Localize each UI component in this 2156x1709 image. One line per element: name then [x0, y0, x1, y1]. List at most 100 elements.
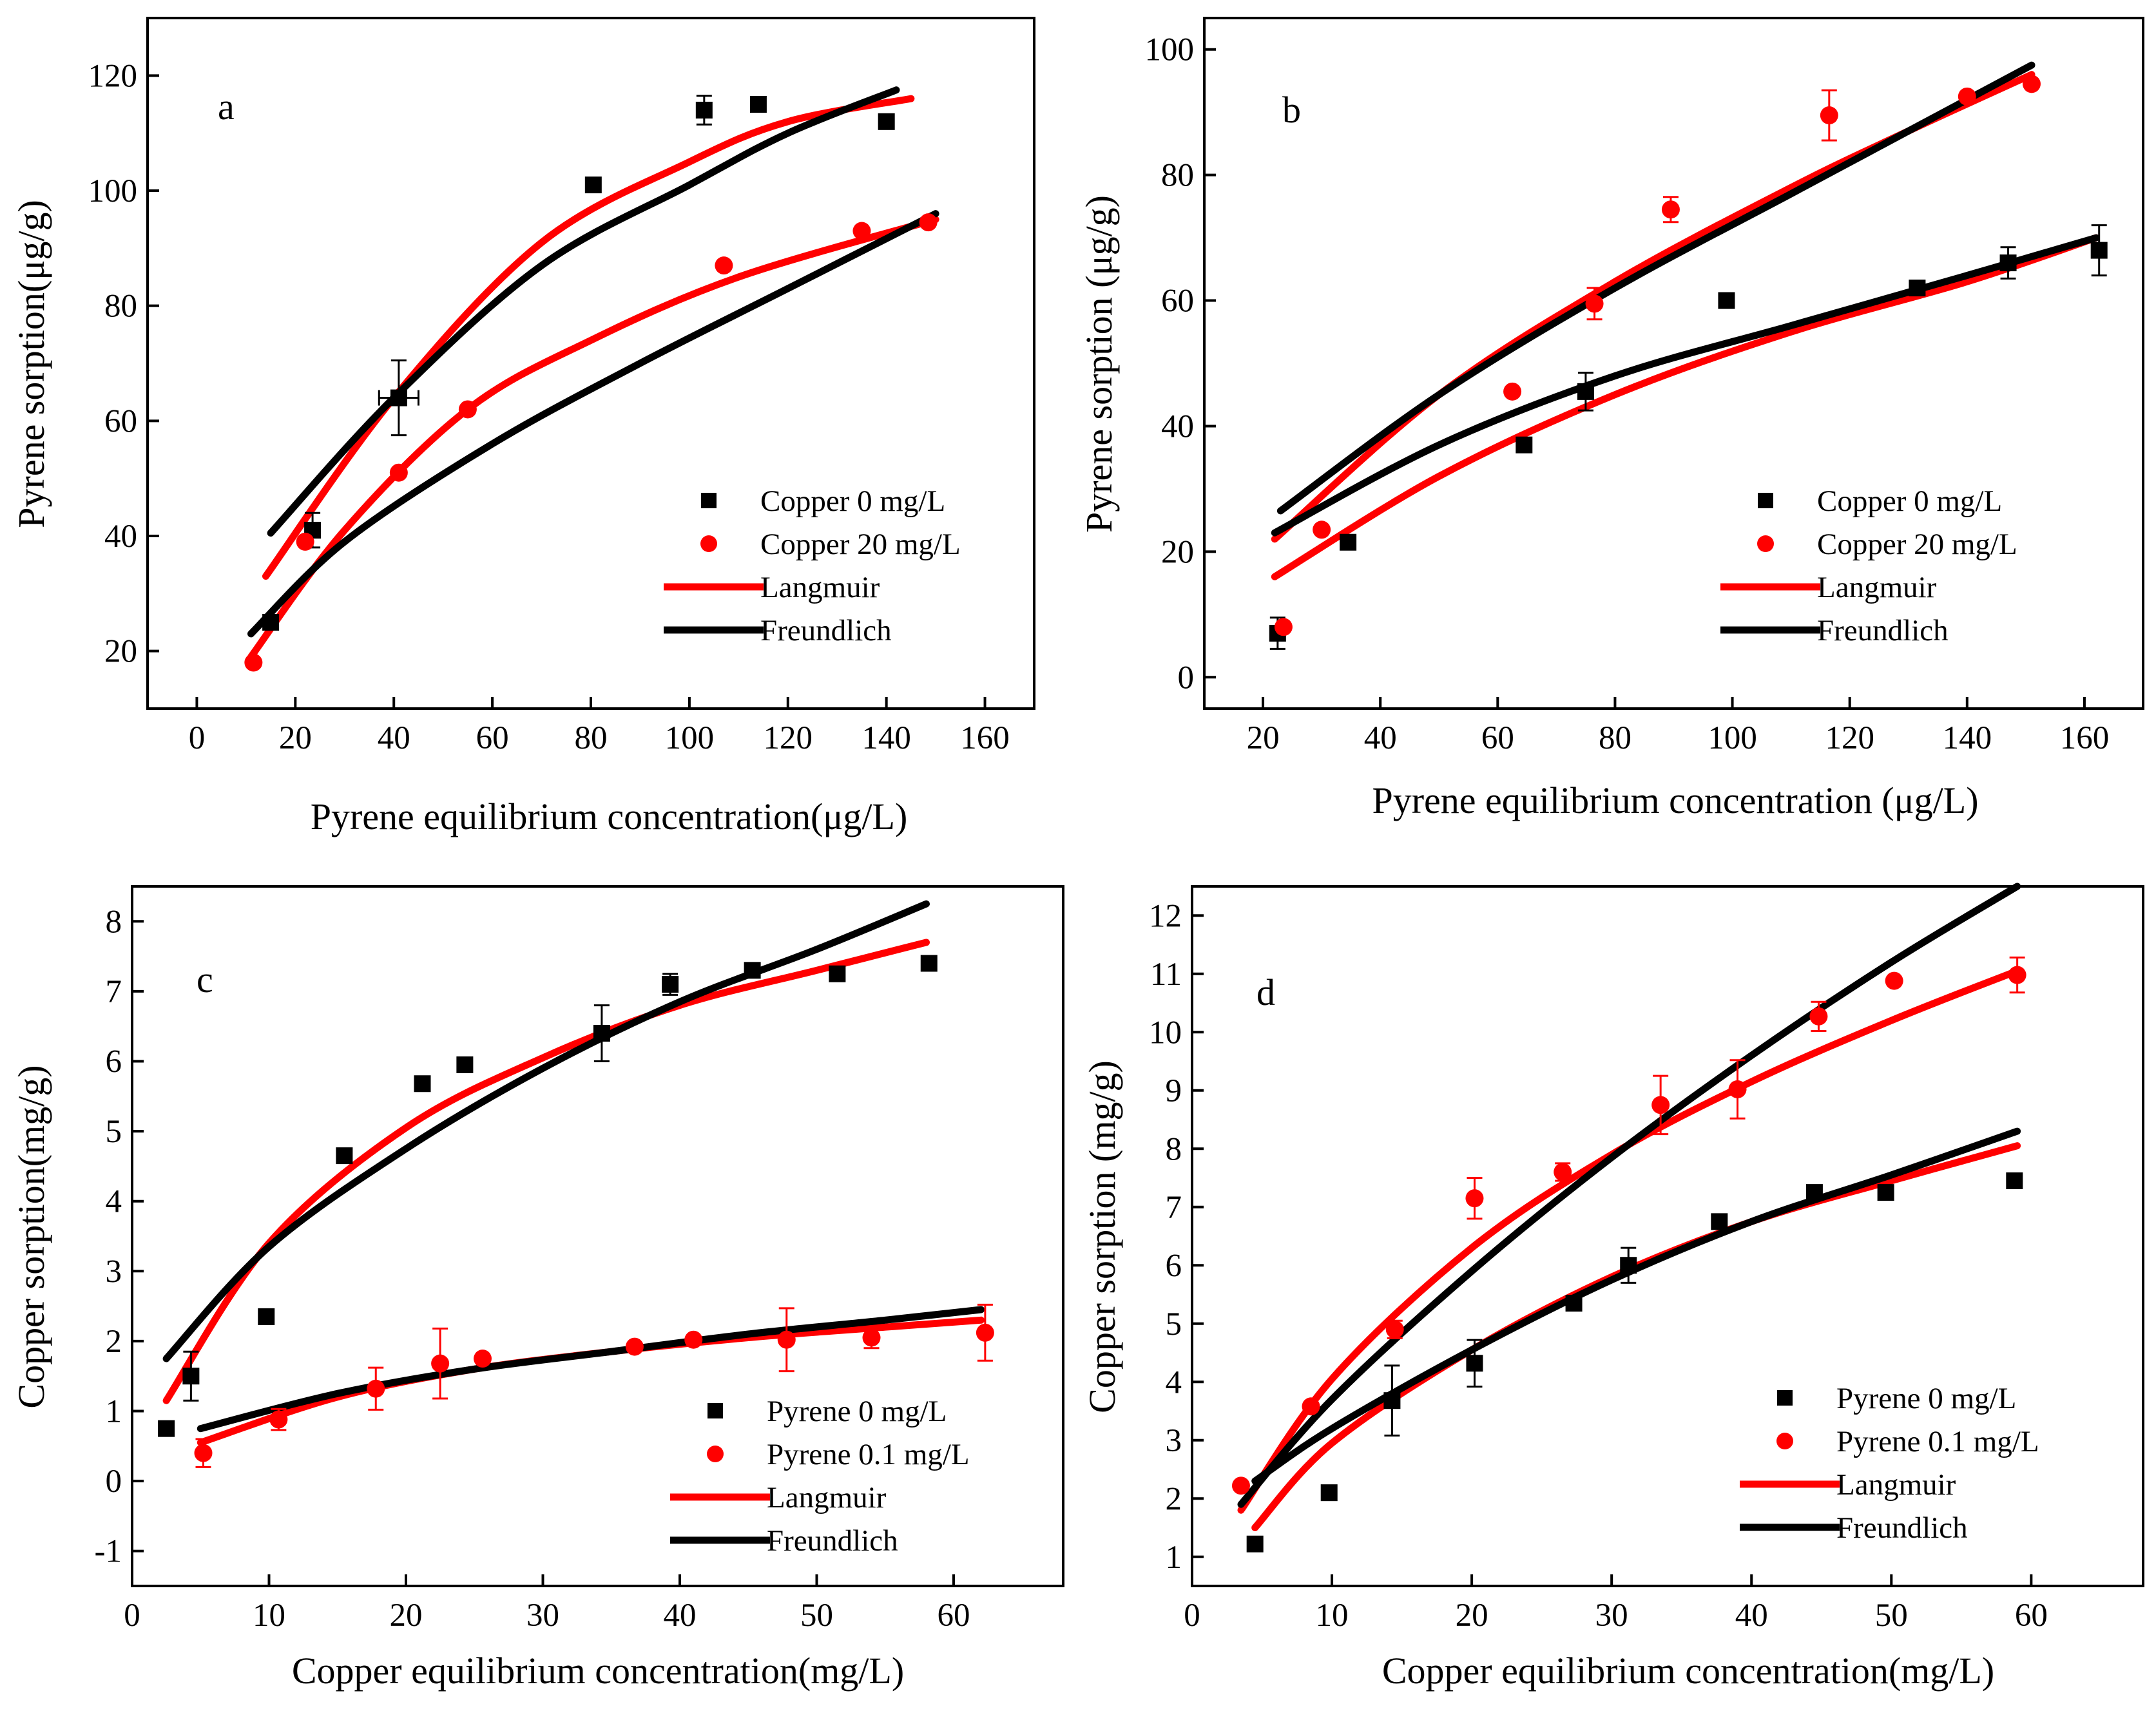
fit-curve-freundlich	[1276, 61, 2036, 515]
x-tick-label: 140	[861, 720, 911, 756]
data-point-circle	[458, 400, 477, 419]
data-point-circle	[1465, 1189, 1484, 1208]
x-tick-label: 60	[476, 720, 509, 756]
data-point-circle	[1885, 971, 1903, 990]
data-point-square	[1466, 1355, 1483, 1372]
y-tick-label: 80	[1161, 158, 1194, 194]
x-tick-label: 40	[664, 1598, 697, 1634]
legend-label: Pyrene 0 mg/L	[767, 1395, 947, 1428]
y-tick-label: 20	[104, 634, 137, 670]
legend-item-copper-0: Copper 0 mg/L	[1758, 484, 2002, 518]
fit-curve-freundlich	[267, 86, 900, 537]
y-tick-label: 2	[1166, 1481, 1182, 1517]
data-point-square	[584, 177, 602, 194]
y-tick-label: 4	[1166, 1364, 1182, 1400]
data-point-circle	[625, 1337, 644, 1356]
legend-label: Freundlich	[1836, 1511, 1968, 1545]
plot-frame	[1191, 885, 2144, 1587]
x-tick-label: 60	[1481, 720, 1514, 756]
x-tick-label: 120	[1825, 720, 1874, 756]
legend-label: Freundlich	[767, 1524, 898, 1558]
legend-label: Freundlich	[760, 614, 892, 647]
x-tick-label: 50	[1875, 1598, 1908, 1634]
data-point-square	[1383, 1392, 1401, 1409]
data-point-circle	[1820, 106, 1838, 125]
legend-item-freundlich: Freundlich	[1720, 614, 1949, 647]
panel-letter: b	[1282, 89, 1301, 131]
y-tick-label: 4	[106, 1184, 122, 1220]
x-tick-label: 120	[764, 720, 813, 756]
legend-item-langmuir: Langmuir	[1740, 1468, 1956, 1502]
data-point-square	[1718, 292, 1735, 309]
x-tick-label: 30	[526, 1598, 559, 1634]
x-tick-label: 40	[1364, 720, 1397, 756]
data-point-square	[1877, 1184, 1894, 1201]
legend: Copper 0 mg/L Copper 20 mg/L Langmuir Fr…	[1720, 484, 2017, 647]
fit-curve-langmuir	[247, 216, 939, 661]
legend-item-pyrene-0: Pyrene 0 mg/L	[707, 1395, 947, 1428]
y-tick-label: 5	[106, 1114, 122, 1150]
y-tick-label: 7	[106, 974, 122, 1010]
data-point-circle	[1554, 1163, 1572, 1181]
y-tick-label: 60	[1161, 283, 1194, 320]
x-tick-label: 30	[1595, 1598, 1628, 1634]
y-axis-label: Pyrene sorption(μg/g)	[10, 200, 52, 528]
legend-square-icon	[707, 1403, 723, 1418]
fit-curve-freundlich	[1271, 234, 2100, 537]
plot-frame	[131, 885, 1064, 1587]
y-tick-label: -1	[95, 1534, 122, 1570]
data-point-circle	[269, 1410, 288, 1429]
x-axis-label: Pyrene equilibrium concentration(μg/L)	[311, 796, 908, 837]
y-tick-label: 100	[88, 173, 138, 209]
data-point-circle	[777, 1330, 796, 1349]
data-point-circle	[367, 1379, 385, 1398]
data-point-square	[920, 955, 938, 972]
data-point-square	[1909, 280, 1926, 297]
data-point-circle	[1728, 1080, 1747, 1098]
data-point-circle	[684, 1330, 703, 1349]
axis-ticks: 20 40 60 80 100 120 140 160 0 20 40 60 80 100	[1145, 32, 2110, 756]
chart-panel-a: 0 20 40 60 80 100 120 140 160 20 40 60 80 100 120 a Py…	[10, 17, 1035, 837]
y-tick-label: 10	[1149, 1015, 1182, 1051]
x-tick-label: 0	[1184, 1598, 1200, 1634]
legend-label: Freundlich	[1817, 614, 1949, 647]
x-tick-label: 20	[1456, 1598, 1488, 1634]
x-axis-label: Copper equilibrium concentration(mg/L)	[1382, 1650, 1994, 1692]
fit-curve-langmuir	[262, 95, 915, 580]
y-tick-label: 60	[104, 403, 137, 439]
y-tick-label: 3	[106, 1254, 122, 1290]
data-point-square	[1620, 1257, 1637, 1274]
legend-circle-icon	[1776, 1433, 1793, 1449]
data-point-square	[182, 1368, 200, 1385]
legend: Pyrene 0 mg/L Pyrene 0.1 mg/L Langmuir F…	[1740, 1382, 2039, 1545]
data-point-circle	[431, 1354, 450, 1373]
legend-label: Langmuir	[767, 1481, 887, 1514]
y-tick-label: 40	[1161, 408, 1194, 444]
legend-item-freundlich: Freundlich	[664, 614, 892, 647]
x-tick-label: 20	[1247, 720, 1280, 756]
data-point-circle	[1302, 1397, 1320, 1416]
y-axis-label: Copper sorption (mg/g)	[1081, 1060, 1123, 1413]
y-axis-label: Pyrene sorption (μg/g)	[1078, 195, 1120, 533]
legend-circle-icon	[700, 535, 717, 552]
data-point-square	[390, 389, 407, 406]
fit-curve-freundlich	[1251, 1127, 2021, 1485]
fit-curves	[162, 900, 985, 1446]
data-point-square	[1999, 254, 2017, 272]
fit-curves	[247, 86, 939, 661]
fit-curve-freundlich	[162, 900, 930, 1362]
legend-square-icon	[1777, 1390, 1793, 1406]
y-tick-label: 1	[1166, 1540, 1182, 1576]
data-point-square	[829, 965, 846, 982]
y-tick-label: 12	[1149, 898, 1182, 934]
y-tick-label: 0	[1178, 660, 1195, 696]
x-tick-label: 140	[1943, 720, 1992, 756]
x-axis-label: Copper equilibrium concentration(mg/L)	[292, 1650, 904, 1692]
legend-item-freundlich: Freundlich	[670, 1524, 898, 1558]
fit-curve-freundlich	[197, 1306, 985, 1433]
data-point-square	[878, 113, 895, 130]
data-points	[244, 95, 938, 672]
data-point-square	[593, 1025, 610, 1042]
